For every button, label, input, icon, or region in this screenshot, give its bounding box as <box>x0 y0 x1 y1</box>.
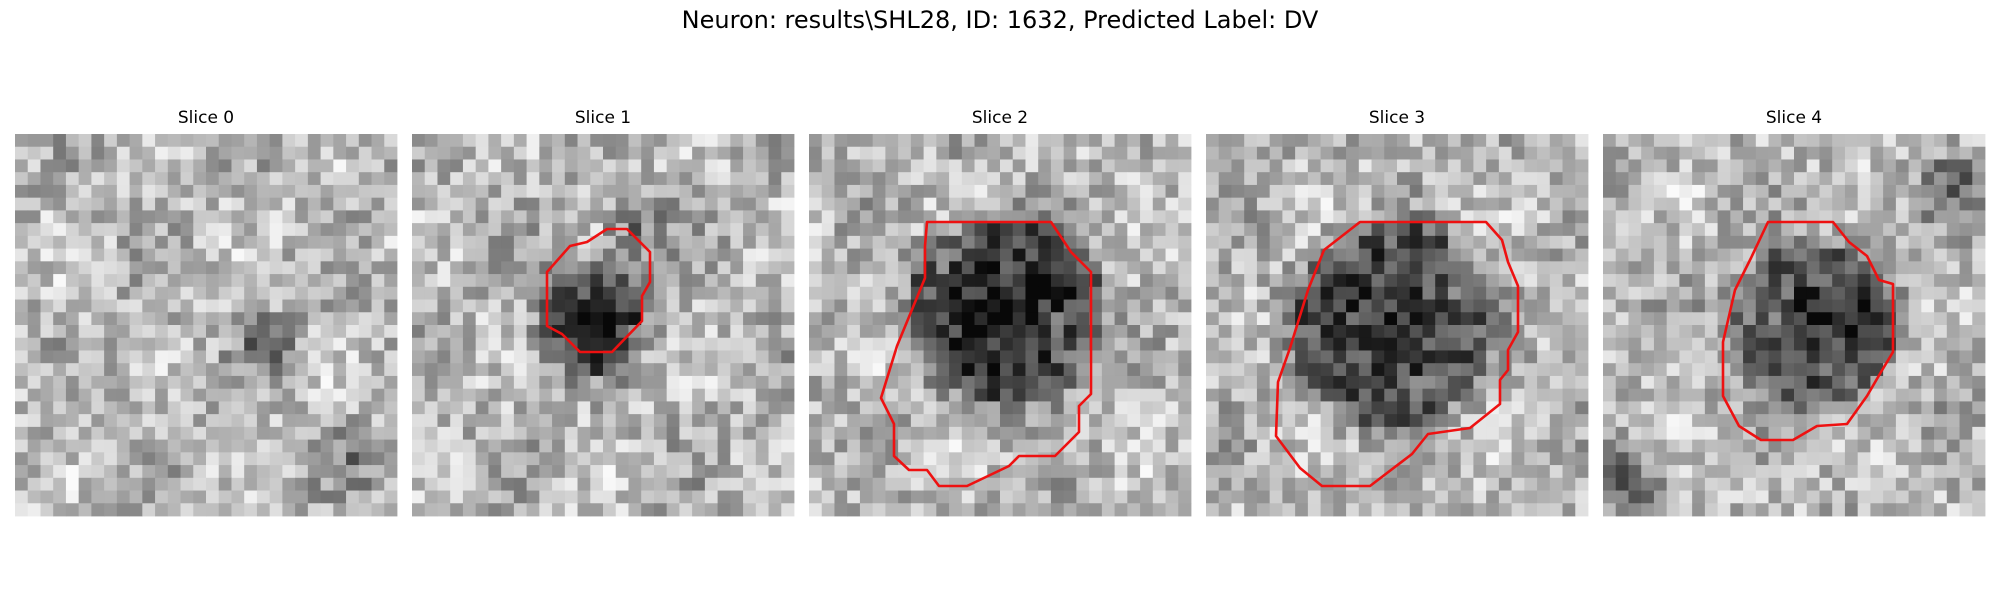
segmentation-contour-3 <box>1274 220 1520 488</box>
slice-panel-0 <box>15 134 398 517</box>
slice-panel-1 <box>412 134 795 517</box>
panel-title-slice-0: Slice 0 <box>177 108 235 128</box>
segmentation-contour-1 <box>545 227 652 354</box>
panel-title-slice-2: Slice 2 <box>971 108 1029 128</box>
slice-panel-3 <box>1206 134 1589 517</box>
slice-panel-4 <box>1603 134 1986 517</box>
segmentation-contour-4 <box>1721 220 1895 442</box>
figure-title: Neuron: results\SHL28, ID: 1632, Predict… <box>681 6 1319 34</box>
segmentation-contour-2 <box>879 220 1093 488</box>
slice-panel-2 <box>809 134 1192 517</box>
panel-title-slice-1: Slice 1 <box>574 108 632 128</box>
panel-title-slice-4: Slice 4 <box>1765 108 1823 128</box>
panel-title-slice-3: Slice 3 <box>1368 108 1426 128</box>
